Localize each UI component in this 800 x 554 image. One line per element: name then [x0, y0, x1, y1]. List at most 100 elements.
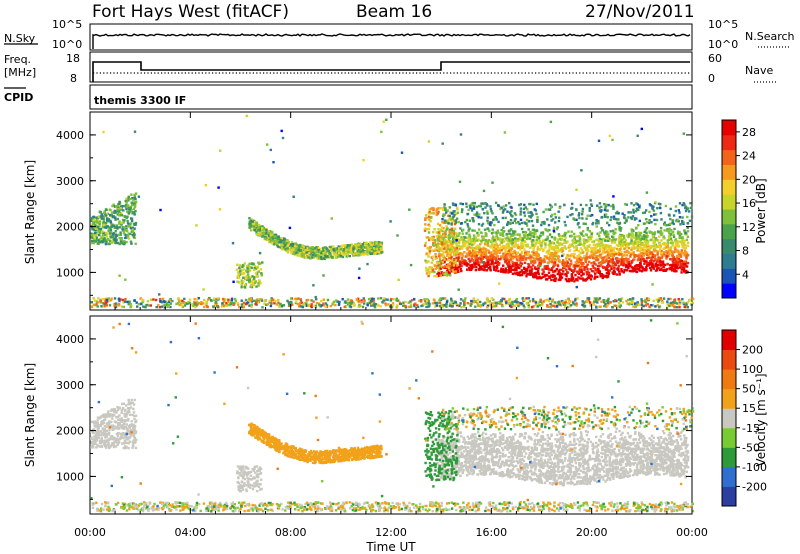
scatter-pixel	[621, 244, 624, 248]
scatter-pixel	[681, 237, 684, 240]
scatter-pixel	[334, 256, 338, 259]
scatter-pixel	[455, 253, 459, 256]
scatter-pixel	[528, 273, 531, 276]
scatter-pixel	[499, 207, 502, 211]
scatter-pixel	[575, 239, 579, 243]
scatter-pixel	[309, 251, 313, 255]
scatter-pixel	[504, 269, 507, 272]
scatter-pixel	[618, 234, 621, 238]
scatter-pixel	[491, 228, 494, 231]
scatter-pixel	[506, 223, 509, 227]
scatter-pixel	[434, 248, 437, 251]
scatter-pixel	[134, 209, 137, 213]
scatter-pixel	[440, 226, 444, 229]
scatter-pixel	[452, 253, 456, 256]
scatter-pixel	[616, 218, 619, 221]
scatter-pixel	[456, 211, 459, 214]
scatter-pixel	[604, 213, 608, 216]
scatter-pixel	[113, 209, 116, 213]
scatter-pixel	[554, 258, 557, 262]
scatter-pixel	[589, 237, 593, 241]
scatter-pixel	[293, 251, 296, 254]
scatter-pixel	[486, 212, 489, 215]
scatter-pixel	[496, 260, 500, 264]
scatter-pixel	[446, 252, 449, 256]
scatter-pixel	[593, 252, 596, 255]
scatter-pixel	[645, 231, 648, 234]
scatter-pixel	[248, 269, 252, 272]
scatter-pixel	[589, 256, 592, 259]
scatter-pixel	[255, 231, 258, 234]
scatter-pixel	[508, 201, 511, 205]
scatter-pixel	[486, 216, 489, 219]
scatter-pixel	[579, 251, 583, 255]
scatter-pixel	[536, 245, 540, 249]
scatter-pixel	[450, 212, 454, 215]
scatter-pixel	[685, 232, 688, 236]
scatter-pixel	[485, 269, 489, 272]
scatter-pixel	[670, 265, 674, 269]
scatter-pixel	[660, 249, 663, 253]
scatter-pixel	[501, 254, 504, 258]
scatter-pixel	[495, 251, 499, 254]
scatter-pixel	[455, 212, 458, 215]
scatter-pixel	[673, 250, 676, 253]
scatter-pixel	[659, 226, 663, 230]
scatter-pixel	[247, 273, 250, 276]
scatter-pixel	[647, 254, 650, 257]
scatter-pixel	[471, 202, 474, 205]
scatter-pixel	[447, 254, 450, 257]
scatter-pixel	[511, 232, 514, 236]
scatter-pixel	[467, 240, 470, 243]
scatter-pixel	[462, 259, 466, 262]
scatter-pixel	[93, 229, 96, 232]
scatter-pixel	[638, 219, 641, 223]
scatter-pixel	[650, 231, 653, 234]
scatter-pixel	[600, 209, 603, 212]
scatter-pixel	[452, 229, 455, 233]
scatter-pixel	[479, 268, 482, 271]
scatter-pixel	[487, 251, 491, 254]
scatter-pixel	[122, 301, 125, 304]
scatter-pixel	[424, 217, 427, 220]
scatter-pixel	[120, 221, 123, 224]
scatter-pixel	[613, 238, 617, 242]
scatter-pixel	[409, 305, 413, 308]
scatter-pixel	[509, 253, 513, 257]
scatter-pixel	[547, 243, 550, 247]
scatter-pixel	[579, 259, 582, 262]
scatter-pixel	[303, 256, 306, 259]
scatter-pixel	[615, 212, 618, 215]
scatter-pixel	[467, 237, 470, 240]
scatter-pixel	[501, 238, 504, 241]
scatter-pixel	[549, 206, 553, 209]
scatter-pixel	[473, 242, 476, 245]
scatter-pixel	[440, 264, 443, 268]
scatter-pixel	[370, 243, 373, 246]
scatter-pixel	[295, 252, 299, 256]
scatter-pixel	[594, 259, 598, 262]
scatter-pixel	[448, 206, 451, 209]
scatter-pixel	[585, 277, 588, 281]
scatter-pixel	[654, 213, 658, 216]
scatter-pixel	[678, 211, 681, 214]
scatter-pixel	[638, 204, 641, 207]
scatter-pixel	[468, 235, 472, 238]
scatter-pixel	[649, 266, 652, 270]
scatter-pixel	[562, 267, 565, 270]
scatter-pixel	[511, 215, 514, 218]
scatter-pixel	[615, 260, 618, 263]
scatter-pixel	[499, 258, 502, 261]
scatter-pixel	[556, 226, 559, 229]
scatter-pixel	[672, 235, 676, 239]
scatter-pixel	[499, 232, 502, 235]
scatter-pixel	[183, 304, 187, 307]
scatter-pixel	[126, 210, 129, 213]
scatter-pixel	[540, 231, 543, 234]
scatter-pixel	[557, 270, 560, 273]
scatter-pixel	[469, 251, 472, 255]
scatter-pixel	[432, 207, 436, 210]
scatter-pixel	[114, 218, 117, 221]
scatter-pixel	[603, 231, 607, 234]
scatter-pixel	[552, 226, 556, 230]
